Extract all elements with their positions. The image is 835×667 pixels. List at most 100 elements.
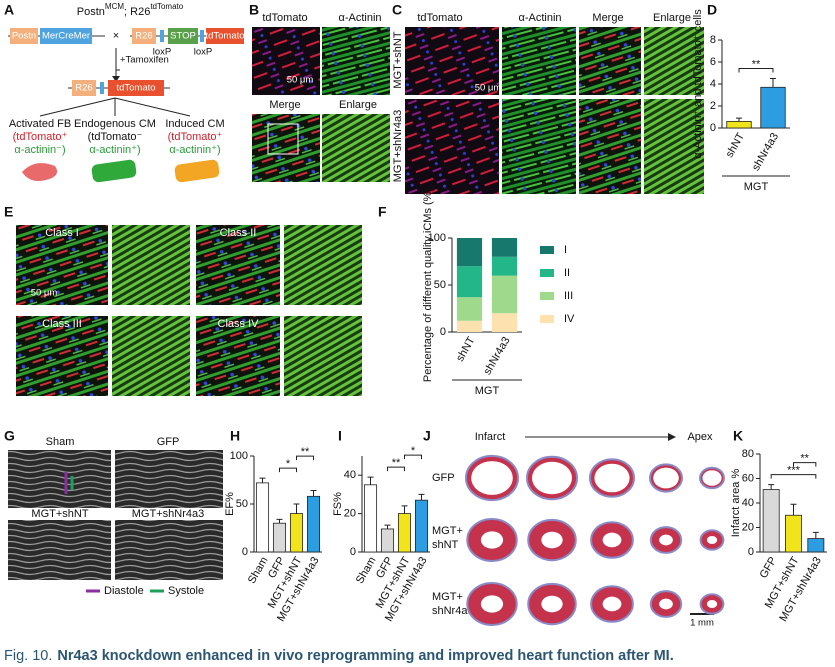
- image: [405, 27, 499, 95]
- y-tick-label: 50: [434, 279, 446, 291]
- image: [112, 316, 190, 396]
- label: Class III: [42, 318, 82, 330]
- label: α-actinin⁺): [89, 144, 140, 156]
- lumen: [480, 531, 504, 549]
- box: [132, 28, 156, 44]
- legend-label: IV: [564, 313, 575, 325]
- y-tick-label: 100: [230, 450, 248, 462]
- panel-label: C: [392, 2, 402, 18]
- scale: 50 μm: [287, 75, 314, 86]
- image: [16, 225, 108, 305]
- lumen: [602, 596, 622, 612]
- legend-label: III: [564, 290, 573, 302]
- inset: [267, 123, 299, 155]
- lumen: [659, 598, 673, 610]
- t: Postn: [77, 6, 105, 18]
- label: (tdTomato⁺: [168, 131, 223, 143]
- caption: Fig. 10. Nr4a3 knockdown enhanced in vivo…: [4, 648, 674, 664]
- lumen: [471, 461, 513, 495]
- error-bar: [401, 505, 408, 514]
- panel-c: tdTomato α-Actinin Merge Enlarge 50 μm M…: [392, 12, 704, 194]
- significance-label: **: [392, 457, 401, 469]
- label: shNT: [432, 539, 459, 551]
- label: STOP: [170, 31, 196, 42]
- significance-bracket: [793, 462, 817, 467]
- bar: [272, 522, 287, 553]
- cell: [22, 163, 58, 181]
- y-tick-label: 40: [742, 497, 754, 509]
- t: ; R26: [124, 6, 150, 18]
- scale: 50 μm: [31, 288, 58, 299]
- label: Enlarge: [653, 12, 691, 24]
- arrow: [668, 433, 676, 441]
- bar: [289, 513, 304, 553]
- bar: [785, 514, 802, 553]
- box: [200, 30, 204, 42]
- group-label: MGT: [475, 385, 500, 397]
- bar: [380, 528, 395, 553]
- legend-swatch: [540, 246, 554, 254]
- label: Class I: [45, 227, 79, 239]
- label: Merge: [269, 99, 300, 111]
- legend-label: Diastole: [104, 585, 144, 597]
- label: Merge: [592, 12, 623, 24]
- label: Postn: [12, 31, 36, 42]
- x-tick-label: shNT: [454, 335, 478, 364]
- y-axis-label: Percentage of different quality iCMs (%): [422, 188, 434, 382]
- label: α-actinin⁺): [169, 144, 220, 156]
- image: [644, 27, 704, 95]
- bar-segment: [456, 320, 483, 332]
- lumen: [541, 531, 563, 549]
- significance-label: **: [301, 446, 310, 458]
- significance-bracket: [404, 454, 422, 460]
- scale: 1 mm: [690, 618, 714, 629]
- x-tick-label: shNr4a3: [481, 335, 512, 377]
- image: [8, 450, 111, 508]
- panel-label: J: [423, 428, 431, 444]
- label: GFP: [432, 472, 455, 484]
- caption-label: Fig. 10.: [4, 648, 52, 664]
- lumen: [653, 467, 679, 489]
- label: loxP: [194, 47, 212, 58]
- legend-label: I: [564, 244, 567, 256]
- x-tick-label: shNr4a3: [750, 131, 781, 173]
- label: Infarct: [475, 431, 506, 443]
- caption-text: Nr4a3 knockdown enhanced in vivo reprogr…: [57, 648, 673, 664]
- image: [112, 225, 190, 305]
- error-bar: [367, 476, 374, 485]
- bar: [397, 513, 412, 553]
- y-tick-label: 0: [710, 122, 716, 134]
- x-tick-label: shNT: [724, 131, 748, 160]
- error-bar: [293, 503, 300, 514]
- label: tdTomato: [417, 12, 462, 24]
- bar: [414, 499, 429, 553]
- error-bar: [790, 503, 797, 516]
- y-axis-label: Infarct area %: [730, 469, 742, 538]
- image: [579, 27, 641, 95]
- label: MGT+: [432, 591, 463, 603]
- image: [502, 27, 576, 95]
- legend-swatch: [540, 292, 554, 300]
- box: [40, 28, 92, 44]
- image: [322, 114, 390, 182]
- label: α-Actinin: [518, 12, 561, 24]
- lumen: [702, 470, 722, 486]
- y-axis-label: EF%: [224, 492, 236, 516]
- label: MGT+: [432, 525, 463, 537]
- label: shNr4a3: [432, 605, 474, 617]
- image: [284, 316, 362, 396]
- label: Endogenous CM: [74, 118, 156, 130]
- image: [252, 114, 320, 182]
- significance-label: **: [752, 58, 761, 70]
- label: MGT+shNr4a3: [392, 110, 404, 182]
- bar-segment: [456, 238, 483, 267]
- lumen: [706, 600, 718, 608]
- error-bar: [310, 490, 317, 497]
- label: α-Actinin: [338, 12, 381, 24]
- panel-label: I: [338, 428, 342, 444]
- y-tick-label: 4: [710, 78, 716, 90]
- significance-label: ***: [787, 465, 801, 477]
- image: [405, 99, 499, 194]
- title: PostnMCM; R26tdTomato: [77, 2, 184, 18]
- scale: 50 μm: [475, 83, 502, 94]
